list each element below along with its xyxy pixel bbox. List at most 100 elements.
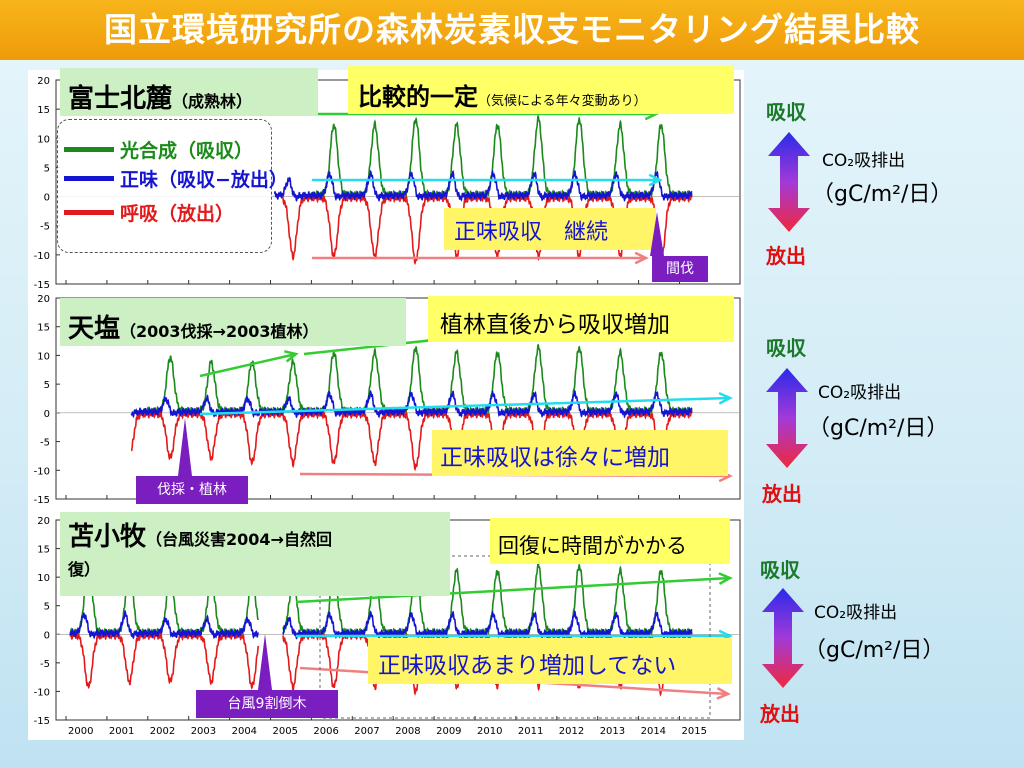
side2-absorb: 吸収 — [766, 336, 806, 360]
panel2-y-tick: 20 — [37, 294, 50, 305]
panel2-event: 伐採・植林 — [136, 476, 248, 504]
panel1-event: 間伐 — [652, 256, 708, 282]
side2-arrow-icon — [766, 368, 808, 468]
panel1-note: 比較的一定（気候による年々変動あり） — [358, 77, 647, 112]
panel2-name: 天塩 — [68, 314, 121, 344]
panel1-series-photosynthesis — [310, 114, 693, 201]
side1-emit: 放出 — [766, 244, 806, 268]
side3-absorb: 吸収 — [760, 558, 800, 582]
x-tick-label: 2000 — [68, 726, 93, 737]
panel1-y-tick: 10 — [37, 134, 50, 145]
side3-emit: 放出 — [760, 702, 800, 726]
legend-photosynthesis: 光合成（吸収） — [120, 140, 254, 162]
panel2-y-tick: -15 — [34, 495, 50, 506]
page-title: 国立環境研究所の森林炭素収支モニタリング結果比較 — [104, 10, 920, 49]
panel1-note-box — [348, 66, 734, 114]
panel1-label-box — [60, 68, 318, 116]
panel1-y-tick: 0 — [44, 193, 50, 204]
panel3-y-tick: 15 — [37, 545, 50, 556]
panel1-y-tick: 5 — [44, 163, 50, 174]
x-tick-label: 2007 — [354, 726, 379, 737]
side3-unit-line1: CO₂吸排出 — [814, 603, 898, 623]
p3-trend-respiration-head — [716, 687, 731, 700]
title-bar — [0, 0, 1024, 60]
x-tick-label: 2011 — [518, 726, 543, 737]
x-tick-label: 2010 — [477, 726, 502, 737]
panel2-y-tick: 5 — [44, 380, 50, 391]
panel3-y-tick: -10 — [34, 687, 50, 698]
panel3-y-tick: 5 — [44, 602, 50, 613]
panel3-note2-box — [368, 638, 732, 684]
panel2-series-photosynthesis — [142, 343, 693, 417]
x-tick-label: 2012 — [559, 726, 584, 737]
panel2-note2: 正味吸収は徐々に増加 — [440, 445, 670, 471]
panel2-note2-box — [432, 430, 728, 476]
panel1-title: 富士北麓（成熟林） — [68, 78, 252, 115]
x-tick-label: 2014 — [641, 726, 666, 737]
panel2-event-pointer — [178, 418, 192, 476]
x-tick-label: 2009 — [436, 726, 461, 737]
x-tick-label: 2001 — [109, 726, 134, 737]
legend-net: 正味（吸収−放出） — [120, 169, 288, 191]
p2-trend-photosynthesis-a-head — [284, 350, 299, 363]
p2-trend-net-line — [199, 396, 731, 416]
p1-trend-respiration-head — [634, 251, 649, 265]
panel1-series-net — [273, 169, 693, 203]
panel2-y-tick: 0 — [44, 409, 50, 420]
panel1-note2: 正味吸収 継続 — [454, 220, 609, 245]
panel3-event: 台風9割倒木 — [196, 690, 338, 718]
panel1-y-tick: -5 — [40, 222, 50, 233]
p3-trend-photosynthesis-line — [295, 576, 731, 604]
panel3-sub: （台風災害2004→自然回 — [146, 530, 332, 549]
panel2-title: 天塩（2003伐採→2003植林） — [68, 308, 319, 345]
p3-trend-photosynthesis-head — [718, 572, 733, 585]
panel1-y-tick: 20 — [37, 76, 50, 87]
side3-arrow-icon — [762, 588, 804, 688]
panel3-name: 苫小牧 — [68, 522, 147, 552]
x-tick-label: 2013 — [600, 726, 625, 737]
legend-line-net — [64, 176, 114, 181]
panel3-label-box — [60, 512, 450, 596]
panel1-event-pointer — [650, 212, 664, 256]
side1-arrow-icon — [768, 132, 810, 232]
side2-unit-line2: （gC/m²/日） — [808, 416, 949, 441]
panel3-y-tick: -5 — [40, 659, 50, 670]
panel2-y-tick: -5 — [40, 438, 50, 449]
panel1-note2-box — [444, 208, 656, 250]
side1-absorb: 吸収 — [766, 100, 806, 124]
panel2-note-box — [428, 296, 734, 342]
panel2-label-box — [60, 298, 406, 346]
x-tick-label: 2003 — [191, 726, 216, 737]
panel3-note2: 正味吸収あまり増加してない — [378, 653, 677, 679]
x-tick-label: 2006 — [313, 726, 338, 737]
panel3-event-pointer — [258, 634, 272, 690]
side2-emit: 放出 — [762, 482, 802, 506]
panel1-y-tick: 15 — [37, 105, 50, 116]
panel3-y-tick: -15 — [34, 716, 50, 727]
x-tick-label: 2004 — [232, 726, 257, 737]
side1-unit-line1: CO₂吸排出 — [822, 151, 906, 171]
legend-line-respiration — [64, 210, 114, 215]
p1-trend-net-head — [648, 173, 663, 187]
p2-trend-photosynthesis-a-line — [199, 352, 297, 378]
panel2-sub: （2003伐採→2003植林） — [120, 322, 319, 341]
x-tick-label: 2005 — [273, 726, 298, 737]
legend-respiration: 呼吸（放出） — [120, 203, 235, 225]
x-tick-label: 2002 — [150, 726, 175, 737]
panel3-sub2: 復） — [68, 560, 101, 579]
panel1-y-tick: -15 — [34, 280, 50, 291]
p2-trend-net-head — [718, 391, 733, 405]
panel3-note: 回復に時間がかかる — [498, 534, 687, 558]
x-tick-label: 2008 — [395, 726, 420, 737]
side2-unit-line1: CO₂吸排出 — [818, 383, 902, 403]
panel3-y-tick: 0 — [44, 630, 50, 641]
panel3-note-box — [490, 518, 730, 564]
panel3-title: 苫小牧（台風災害2004→自然回 復） — [68, 522, 332, 585]
panel2-y-tick: 10 — [37, 351, 50, 362]
panel3-y-tick: 20 — [37, 516, 50, 527]
panel2-note: 植林直後から吸収増加 — [440, 312, 670, 338]
panel2-y-tick: -10 — [34, 466, 50, 477]
side1-unit-line2: （gC/m²/日） — [812, 182, 953, 207]
panel3-y-tick: 10 — [37, 573, 50, 584]
legend-line-photosynthesis — [64, 147, 114, 152]
